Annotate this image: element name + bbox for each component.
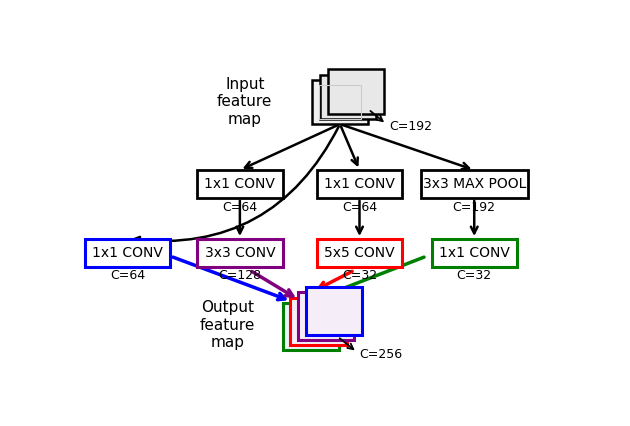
FancyBboxPatch shape	[319, 75, 376, 119]
Text: C=192: C=192	[453, 201, 496, 213]
Text: 1x1 CONV: 1x1 CONV	[438, 246, 510, 260]
Text: C=128: C=128	[219, 270, 261, 282]
Text: 1x1 CONV: 1x1 CONV	[204, 177, 275, 191]
FancyBboxPatch shape	[317, 170, 402, 198]
Text: Output
feature
map: Output feature map	[200, 300, 255, 350]
FancyBboxPatch shape	[432, 239, 517, 267]
FancyBboxPatch shape	[197, 170, 283, 198]
Text: C=64: C=64	[110, 270, 145, 282]
FancyBboxPatch shape	[317, 239, 402, 267]
FancyBboxPatch shape	[306, 287, 362, 335]
Text: C=192: C=192	[389, 120, 432, 133]
FancyBboxPatch shape	[197, 239, 283, 267]
Text: C=256: C=256	[360, 348, 403, 361]
FancyBboxPatch shape	[283, 303, 339, 351]
Text: C=32: C=32	[342, 270, 377, 282]
FancyBboxPatch shape	[421, 170, 528, 198]
FancyBboxPatch shape	[312, 80, 368, 124]
FancyBboxPatch shape	[298, 292, 354, 340]
Text: 3x3 MAX POOL: 3x3 MAX POOL	[423, 177, 526, 191]
Text: 3x3 CONV: 3x3 CONV	[205, 246, 275, 260]
FancyBboxPatch shape	[328, 69, 384, 114]
Text: C=32: C=32	[457, 270, 492, 282]
Text: 5x5 CONV: 5x5 CONV	[324, 246, 395, 260]
Text: C=64: C=64	[342, 201, 377, 213]
Text: C=64: C=64	[222, 201, 258, 213]
Text: Input
feature
map: Input feature map	[217, 77, 272, 127]
Text: 1x1 CONV: 1x1 CONV	[92, 246, 163, 260]
FancyBboxPatch shape	[290, 298, 346, 345]
FancyBboxPatch shape	[85, 239, 170, 267]
Text: 1x1 CONV: 1x1 CONV	[324, 177, 395, 191]
